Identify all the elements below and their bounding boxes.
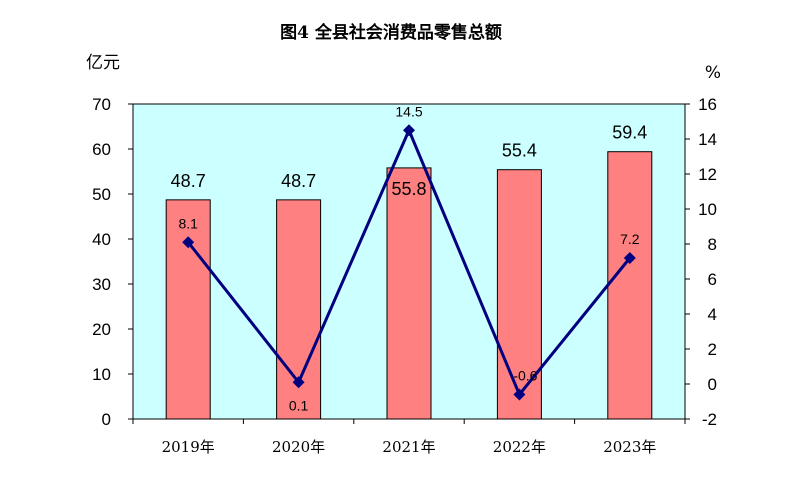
right-tick-label: -2 <box>702 410 717 429</box>
line-point-3 <box>513 388 526 401</box>
bar-1 <box>276 199 322 420</box>
line-point-0 <box>182 236 195 249</box>
bar-0 <box>165 199 211 420</box>
x-tick-label: 2022年 <box>493 438 546 456</box>
left-tick-label: 20 <box>92 320 111 339</box>
right-tick-label: 16 <box>698 95 717 114</box>
bar-series <box>165 151 653 420</box>
chart-title: 图4 全县社会消费品零售总额 <box>280 22 502 43</box>
left-tick-label: 70 <box>92 95 111 114</box>
axes: 0 10 20 30 40 50 60 70 -2 0 2 4 6 8 10 12 14 16 2019年 2020年… <box>92 95 717 456</box>
line-series <box>182 124 636 401</box>
x-tick-label: 2023年 <box>603 438 656 456</box>
right-tick-label: 2 <box>708 340 717 359</box>
left-axis-unit: 亿元 <box>86 53 120 73</box>
right-axis-unit: % <box>705 63 721 83</box>
x-tick-label: 2020年 <box>272 438 325 456</box>
right-tick-label: 4 <box>708 305 717 324</box>
bar-value-label: 48.7 <box>171 171 206 191</box>
data-labels: 48.7 48.7 55.8 55.4 59.4 8.1 0.1 14.5 -0.6 7.2 <box>171 103 648 413</box>
right-tick-label: 14 <box>698 130 717 149</box>
line-value-label: -0.6 <box>513 368 537 384</box>
line-value-label: 7.2 <box>620 231 640 247</box>
bar-4 <box>607 151 653 420</box>
bar-value-label: 59.4 <box>612 123 647 143</box>
right-tick-label: 8 <box>708 235 717 254</box>
left-tick-label: 40 <box>92 230 111 249</box>
bar-value-label: 48.7 <box>281 171 316 191</box>
right-tick-label: 10 <box>698 200 717 219</box>
right-tick-label: 0 <box>708 375 717 394</box>
line-value-label: 0.1 <box>289 397 309 413</box>
line-point-2 <box>403 124 415 137</box>
right-tick-label: 12 <box>698 165 717 184</box>
x-tick-label: 2019年 <box>162 438 215 456</box>
line-value-label: 14.5 <box>395 103 422 119</box>
left-tick-label: 50 <box>92 185 111 204</box>
x-tick-label: 2021年 <box>382 438 435 456</box>
line-value-label: 8.1 <box>178 215 198 231</box>
right-tick-label: 6 <box>708 270 717 289</box>
left-tick-label: 30 <box>92 275 111 294</box>
bar-2 <box>386 167 432 420</box>
bar-value-label: 55.8 <box>391 179 426 199</box>
line-point-1 <box>292 376 305 389</box>
left-tick-label: 0 <box>102 410 111 429</box>
left-tick-label: 10 <box>92 365 111 384</box>
left-tick-label: 60 <box>92 140 111 159</box>
bar-value-label: 55.4 <box>502 141 537 161</box>
line-point-4 <box>623 252 636 264</box>
